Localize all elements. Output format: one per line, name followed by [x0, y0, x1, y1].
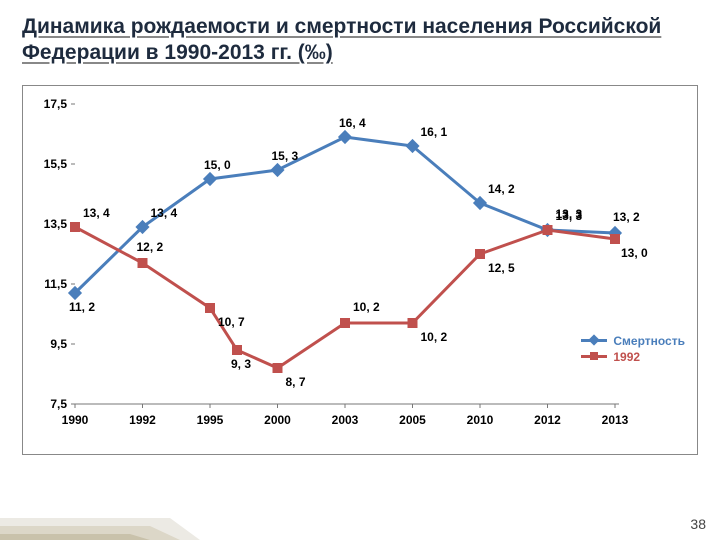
x-tick-label: 2013: [602, 413, 629, 427]
data-marker: [205, 303, 215, 313]
legend-label: Смертность: [613, 334, 685, 348]
data-marker: [475, 249, 485, 259]
y-tick-label: 17,5: [44, 98, 68, 111]
data-marker: [610, 234, 620, 244]
value-label: 14, 2: [488, 182, 515, 196]
data-marker: [138, 258, 148, 268]
x-tick-label: 2005: [399, 413, 426, 427]
y-tick-label: 9,5: [50, 337, 67, 351]
value-label: 8, 7: [286, 375, 306, 389]
value-label: 10, 2: [421, 330, 448, 344]
value-label: 15, 0: [204, 158, 231, 172]
legend-item: Смертность: [581, 334, 685, 348]
y-tick-label: 7,5: [50, 397, 67, 411]
x-tick-label: 1995: [197, 413, 224, 427]
value-label: 16, 4: [339, 116, 366, 130]
value-label: 13, 4: [151, 206, 178, 220]
chart-container: 7,5 9,5 11,5 13,5 15,5 17,5 1990 1992 1995 2000 20…: [22, 85, 698, 455]
page-title: Динамика рождаемости и смертности населе…: [0, 0, 720, 67]
x-tick-label: 1990: [62, 413, 89, 427]
x-tick-label: 1992: [129, 413, 156, 427]
legend-swatch: [581, 355, 607, 358]
y-tick-label: 13,5: [44, 217, 68, 231]
legend-label: 1992: [613, 350, 640, 364]
x-tick-label: 2000: [264, 413, 291, 427]
data-marker: [338, 129, 352, 143]
value-label: 12, 5: [488, 261, 515, 275]
data-marker: [232, 345, 242, 355]
value-label: 10, 7: [218, 315, 245, 329]
data-marker: [543, 225, 553, 235]
legend: Смертность 1992: [581, 332, 685, 366]
demographics-line-chart: 7,5 9,5 11,5 13,5 15,5 17,5 1990 1992 1995 2000 20…: [31, 98, 681, 438]
data-marker: [408, 318, 418, 328]
page-number: 38: [690, 516, 706, 532]
data-marker: [340, 318, 350, 328]
value-label: 15, 3: [272, 149, 299, 163]
value-label: 13, 3: [556, 207, 583, 221]
value-label: 16, 1: [421, 125, 448, 139]
x-tick-label: 2010: [467, 413, 494, 427]
data-marker: [70, 222, 80, 232]
value-label: 9, 3: [231, 357, 251, 371]
data-marker: [270, 162, 284, 176]
value-label: 13, 4: [83, 206, 110, 220]
x-tick-label: 2012: [534, 413, 561, 427]
y-tick-label: 11,5: [44, 277, 67, 291]
legend-swatch: [581, 339, 607, 342]
corner-decoration: [0, 512, 220, 540]
y-tick-label: 15,5: [44, 157, 68, 171]
legend-item: 1992: [581, 350, 685, 364]
x-tick-label: 2003: [332, 413, 359, 427]
data-marker: [273, 363, 283, 373]
value-label: 12, 2: [137, 240, 164, 254]
value-label: 13, 2: [613, 210, 640, 224]
value-label: 11, 2: [69, 300, 95, 314]
value-label: 10, 2: [353, 300, 380, 314]
value-label: 13, 0: [621, 246, 648, 260]
